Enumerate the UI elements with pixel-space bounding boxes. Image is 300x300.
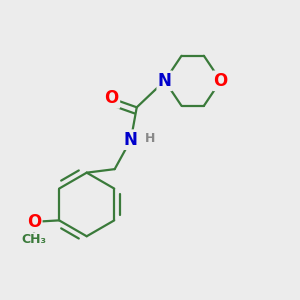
- Text: N: N: [124, 131, 138, 149]
- Text: O: O: [214, 72, 228, 90]
- Text: N: N: [158, 72, 172, 90]
- Text: H: H: [145, 132, 155, 145]
- Text: O: O: [27, 213, 41, 231]
- Text: O: O: [105, 89, 119, 107]
- Text: CH₃: CH₃: [22, 233, 46, 246]
